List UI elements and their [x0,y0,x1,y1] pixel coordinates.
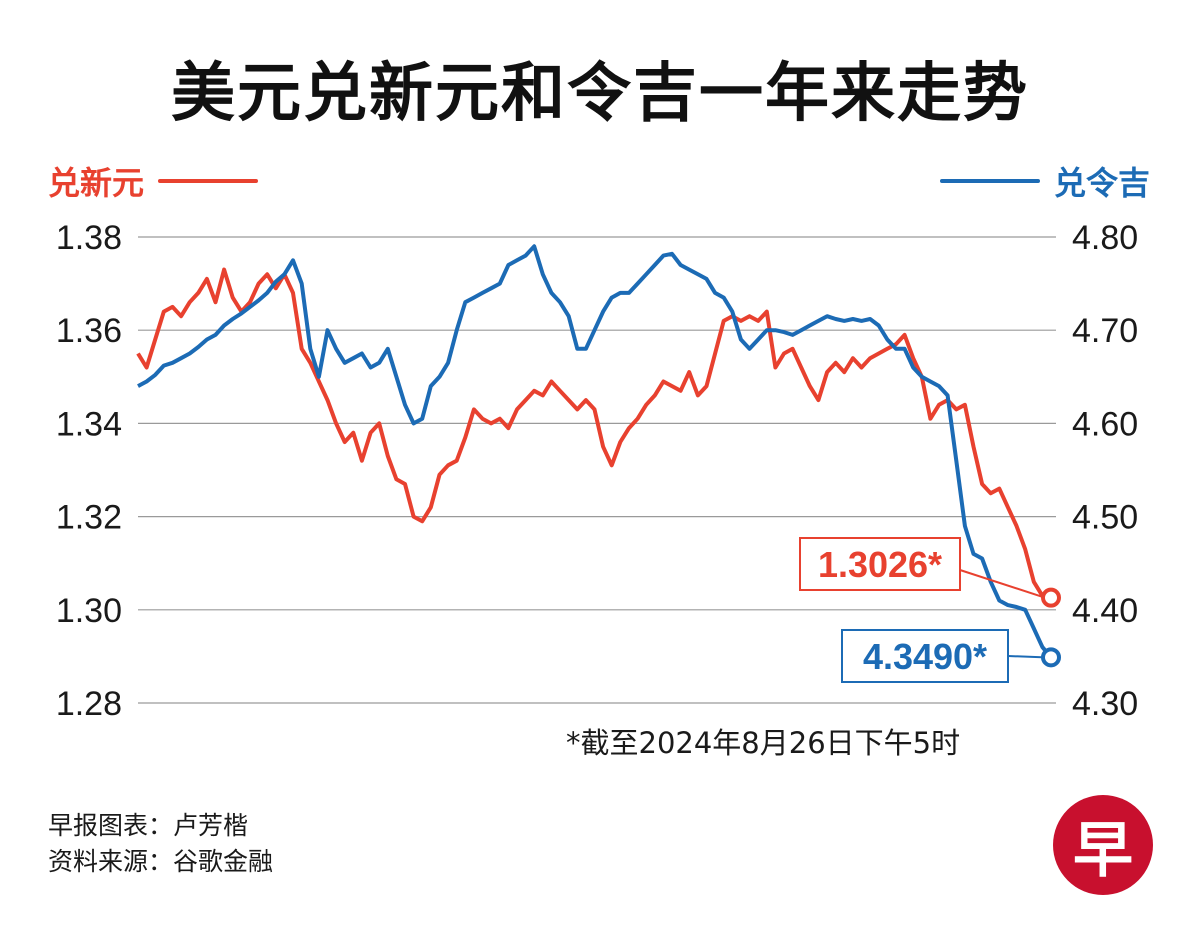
footnote: *截至2024年8月26日下午5时 [566,726,961,760]
sgd-series-line [136,267,1052,600]
myr-callout-leader [1007,655,1046,659]
y-left-tick-label: 1.32 [56,499,122,537]
legend-myr-swatch [939,179,1040,183]
legend-sgd-label: 兑新元 [48,164,145,202]
y-right-tick-label: 4.50 [1072,499,1138,537]
sgd-latest-value-label: 1.3026* [818,544,942,585]
myr-callout-box [841,629,1009,683]
y-right-tick-label: 4.70 [1072,312,1138,350]
legend-myr: 兑令吉 [939,158,1150,204]
sgd-end-marker [1041,587,1061,608]
credit-source: 资料来源：谷歌金融 [48,847,274,876]
y-right-tick-label: 4.60 [1072,405,1138,443]
legend-myr-label: 兑令吉 [1053,164,1150,202]
sgd-callout-box [799,537,961,591]
legend-sgd: 兑新元 [48,158,259,204]
chart-title: 美元兑新元和令吉一年来走势 [171,57,1029,131]
y-left-tick-label: 1.36 [56,312,122,350]
y-left-tick-label: 1.38 [56,219,122,257]
credit-chart-by: 早报图表：卢芳楷 [48,811,249,840]
legend-sgd-swatch [158,179,259,183]
myr-latest-value-label: 4.3490* [863,636,987,677]
y-right-tick-label: 4.30 [1072,685,1138,723]
y-left-tick-label: 1.30 [56,592,122,630]
myr-series-line [137,244,1053,659]
y-left-tick-label: 1.28 [56,685,122,723]
y-right-tick-label: 4.40 [1072,592,1138,630]
credits: 早报图表：卢芳楷 资料来源：谷歌金融 [48,808,273,880]
sgd-callout-leader [959,569,1046,599]
y-left-tick-label: 1.34 [56,405,122,443]
y-right-tick-label: 4.80 [1072,219,1138,257]
zaobao-logo: 早 [1053,795,1153,895]
myr-end-marker [1041,647,1061,668]
